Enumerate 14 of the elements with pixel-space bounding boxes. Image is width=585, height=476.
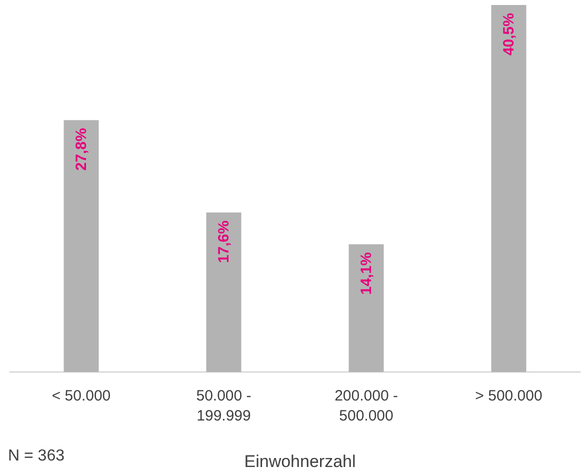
data-label: 40,5% — [500, 13, 518, 56]
data-label: 27,8% — [72, 128, 90, 171]
bar — [348, 244, 384, 372]
x-tick-label: < 50.000 — [52, 388, 111, 404]
x-axis-title: Einwohnerzahl — [244, 452, 356, 471]
x-tick-label: > 500.000 — [475, 388, 542, 404]
text: N = 363 — [8, 448, 65, 464]
data-label: 17,6% — [215, 220, 232, 264]
bar — [206, 212, 242, 372]
data-label: 14,1% — [358, 252, 375, 295]
x-tick-label: 50.000 - 199.999 — [196, 388, 252, 424]
bar — [491, 5, 526, 372]
bar — [64, 120, 99, 372]
x-tick-label: 200.000 - 500.000 — [334, 388, 398, 424]
